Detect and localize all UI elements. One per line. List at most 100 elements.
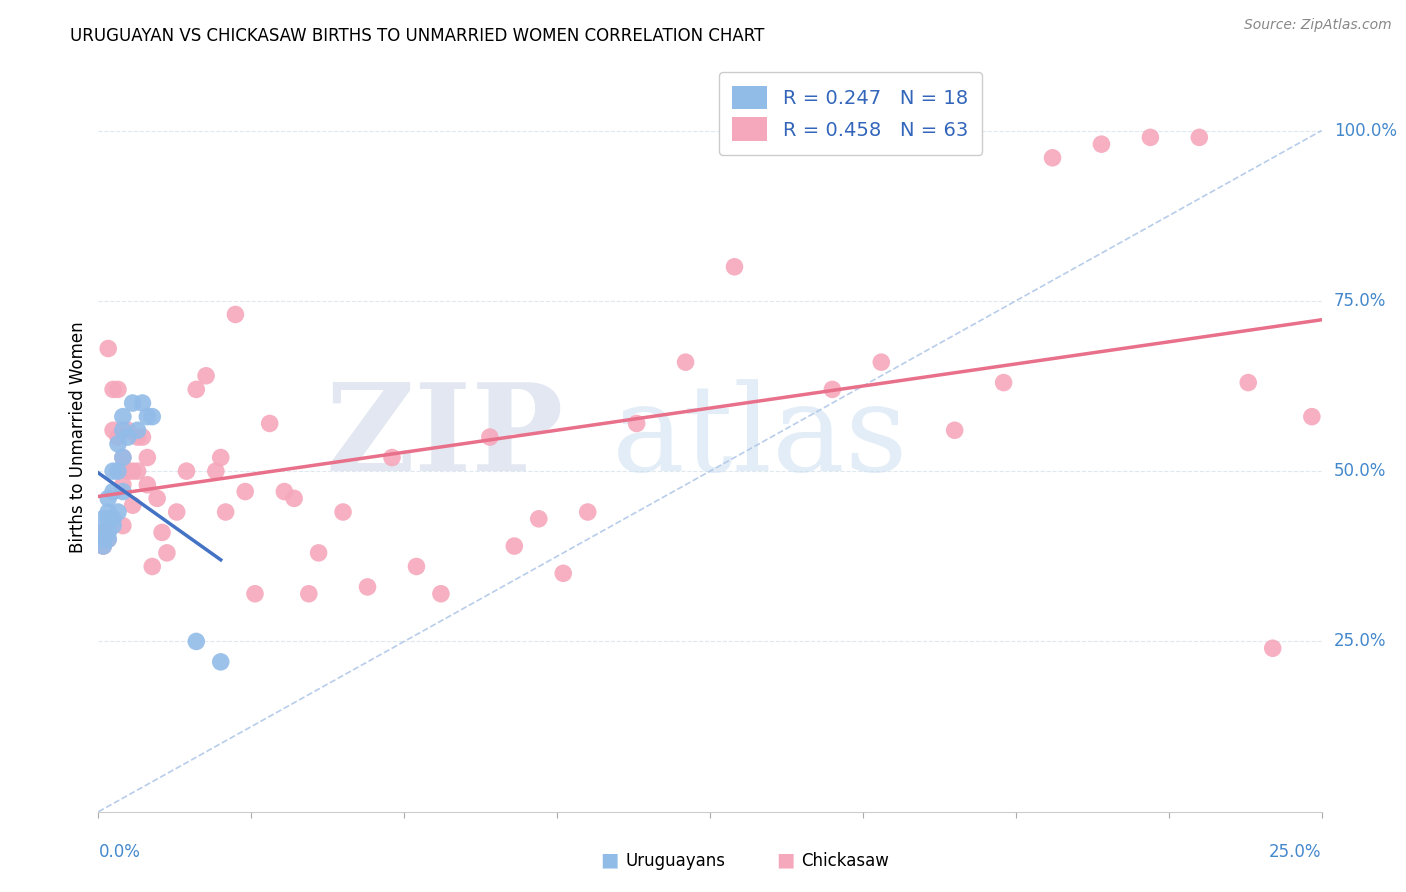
Point [111, 518, 134, 533]
Point [993, 376, 1015, 390]
Point [117, 464, 139, 478]
Text: URUGUAYAN VS CHICKASAW BIRTHS TO UNMARRIED WOMEN CORRELATION CHART: URUGUAYAN VS CHICKASAW BIRTHS TO UNMARRI… [70, 27, 765, 45]
Point [111, 450, 134, 465]
Point [723, 260, 745, 274]
Point [127, 430, 149, 444]
Point [101, 484, 124, 499]
Point [224, 308, 246, 322]
Point [97, 512, 120, 526]
Point [943, 423, 966, 437]
Point [127, 423, 149, 437]
Point [97, 533, 120, 547]
Point [111, 450, 134, 465]
Point [283, 491, 305, 506]
Point [273, 484, 295, 499]
Point [141, 559, 163, 574]
Point [136, 477, 159, 491]
Point [131, 396, 153, 410]
Point [298, 587, 321, 601]
Point [91, 525, 114, 540]
Point [1261, 641, 1284, 656]
Point [527, 512, 550, 526]
Point [121, 396, 143, 410]
Point [675, 355, 697, 369]
Point [97, 525, 120, 540]
Text: atlas: atlas [612, 378, 908, 496]
Point [111, 409, 134, 424]
Text: 0.0%: 0.0% [98, 843, 141, 861]
Point [186, 383, 208, 397]
Point [576, 505, 599, 519]
Point [111, 423, 134, 437]
Point [111, 484, 134, 499]
Point [870, 355, 893, 369]
Point [111, 477, 134, 491]
Point [214, 505, 236, 519]
Legend: R = 0.247   N = 18, R = 0.458   N = 63: R = 0.247 N = 18, R = 0.458 N = 63 [718, 72, 981, 154]
Point [259, 417, 281, 431]
Point [195, 368, 218, 383]
Point [205, 464, 228, 478]
Text: 100.0%: 100.0% [1334, 121, 1398, 139]
Point [107, 464, 129, 478]
Point [136, 409, 159, 424]
Point [1042, 151, 1064, 165]
Point [101, 518, 124, 533]
Point [626, 417, 648, 431]
Point [91, 539, 114, 553]
Point [107, 383, 129, 397]
Point [107, 430, 129, 444]
Point [186, 634, 208, 648]
Point [117, 430, 139, 444]
Point [308, 546, 330, 560]
Point [91, 512, 114, 526]
Point [1139, 130, 1161, 145]
Text: Source: ZipAtlas.com: Source: ZipAtlas.com [1244, 18, 1392, 32]
Text: ■: ■ [776, 851, 794, 870]
Point [821, 383, 844, 397]
Point [136, 450, 159, 465]
Point [430, 587, 453, 601]
Point [91, 539, 114, 553]
Text: ZIP: ZIP [325, 378, 564, 496]
Text: 25.0%: 25.0% [1270, 843, 1322, 861]
Point [1237, 376, 1260, 390]
Text: 50.0%: 50.0% [1334, 462, 1386, 480]
Point [209, 450, 232, 465]
Point [1188, 130, 1211, 145]
Point [97, 342, 120, 356]
Point [141, 409, 163, 424]
Point [117, 423, 139, 437]
Point [332, 505, 354, 519]
Text: 75.0%: 75.0% [1334, 292, 1386, 310]
Point [503, 539, 526, 553]
Text: Chickasaw: Chickasaw [801, 852, 889, 870]
Point [107, 437, 129, 451]
Point [121, 464, 143, 478]
Point [97, 491, 120, 506]
Point [101, 383, 124, 397]
Point [209, 655, 232, 669]
Point [91, 533, 114, 547]
Point [166, 505, 188, 519]
Y-axis label: Births to Unmarried Women: Births to Unmarried Women [69, 321, 87, 553]
Point [176, 464, 198, 478]
Point [146, 491, 169, 506]
Point [97, 505, 120, 519]
Point [156, 546, 179, 560]
Point [243, 587, 266, 601]
Point [478, 430, 501, 444]
Point [233, 484, 256, 499]
Point [101, 464, 124, 478]
Point [101, 512, 124, 526]
Point [127, 464, 149, 478]
Point [381, 450, 404, 465]
Text: Uruguayans: Uruguayans [626, 852, 725, 870]
Point [131, 430, 153, 444]
Text: 25.0%: 25.0% [1334, 632, 1386, 650]
Point [101, 423, 124, 437]
Point [121, 498, 143, 512]
Text: ■: ■ [600, 851, 619, 870]
Point [150, 525, 173, 540]
Point [97, 533, 120, 547]
